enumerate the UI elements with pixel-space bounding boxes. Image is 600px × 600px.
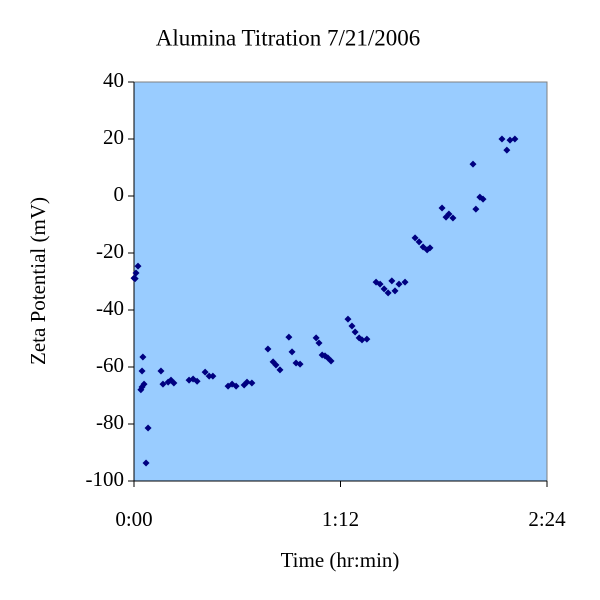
- data-point: [472, 205, 480, 213]
- x-tick-label: 2:24: [528, 507, 566, 531]
- data-point: [327, 357, 335, 365]
- data-point: [376, 280, 384, 288]
- data-point: [438, 204, 446, 212]
- data-point: [411, 234, 419, 242]
- data-point: [243, 378, 251, 386]
- y-tick-label: -60: [96, 353, 124, 377]
- data-point: [248, 379, 256, 387]
- data-point: [296, 360, 304, 368]
- data-point: [140, 380, 148, 388]
- data-point: [503, 146, 511, 154]
- y-tick-label: -40: [96, 296, 124, 320]
- data-point: [209, 372, 217, 380]
- y-tick-label: 20: [103, 125, 124, 149]
- data-point: [138, 367, 146, 375]
- data-point: [201, 368, 209, 376]
- data-point: [272, 361, 280, 369]
- data-point: [358, 336, 366, 344]
- data-point: [363, 335, 371, 343]
- x-tick-label: 0:00: [115, 507, 152, 531]
- plot-area: [133, 81, 548, 482]
- data-point: [479, 195, 487, 203]
- data-point: [449, 214, 457, 222]
- y-tick-label: 40: [103, 68, 124, 92]
- data-point: [159, 380, 167, 388]
- y-tick-label: -100: [86, 467, 125, 491]
- x-axis-label: Time (hr:min): [281, 548, 400, 572]
- data-point: [134, 262, 142, 270]
- data-point: [193, 377, 201, 385]
- data-point: [144, 424, 152, 432]
- data-point: [139, 353, 147, 361]
- x-tick-label: 1:12: [322, 507, 359, 531]
- y-axis-label: Zeta Potential (mV): [26, 197, 50, 365]
- data-point: [351, 328, 359, 336]
- data-point: [142, 459, 150, 467]
- data-point: [131, 275, 139, 283]
- data-point: [380, 285, 388, 293]
- data-point: [445, 210, 453, 218]
- data-point: [276, 366, 284, 374]
- data-point: [312, 334, 320, 342]
- data-point: [348, 322, 356, 330]
- y-tick-label: 0: [114, 182, 125, 206]
- data-point: [384, 289, 392, 297]
- chart-title: Alumina Titration 7/21/2006: [156, 25, 421, 50]
- y-tick-label: -80: [96, 410, 124, 434]
- data-point: [426, 244, 434, 252]
- data-point: [401, 278, 409, 286]
- data-point: [157, 367, 165, 375]
- data-point: [264, 345, 272, 353]
- data-point: [395, 280, 403, 288]
- data-point: [285, 333, 293, 341]
- data-point: [511, 135, 519, 143]
- data-point: [170, 379, 178, 387]
- data-point: [391, 287, 399, 295]
- data-point: [344, 315, 352, 323]
- y-tick-label: -20: [96, 239, 124, 263]
- data-point: [205, 372, 213, 380]
- data-point: [498, 135, 506, 143]
- data-point: [315, 339, 323, 347]
- data-point: [232, 382, 240, 390]
- data-point: [132, 269, 140, 277]
- data-point: [469, 160, 477, 168]
- data-point: [288, 348, 296, 356]
- data-point: [388, 277, 396, 285]
- data-point: [506, 136, 514, 144]
- data-point: [415, 238, 423, 246]
